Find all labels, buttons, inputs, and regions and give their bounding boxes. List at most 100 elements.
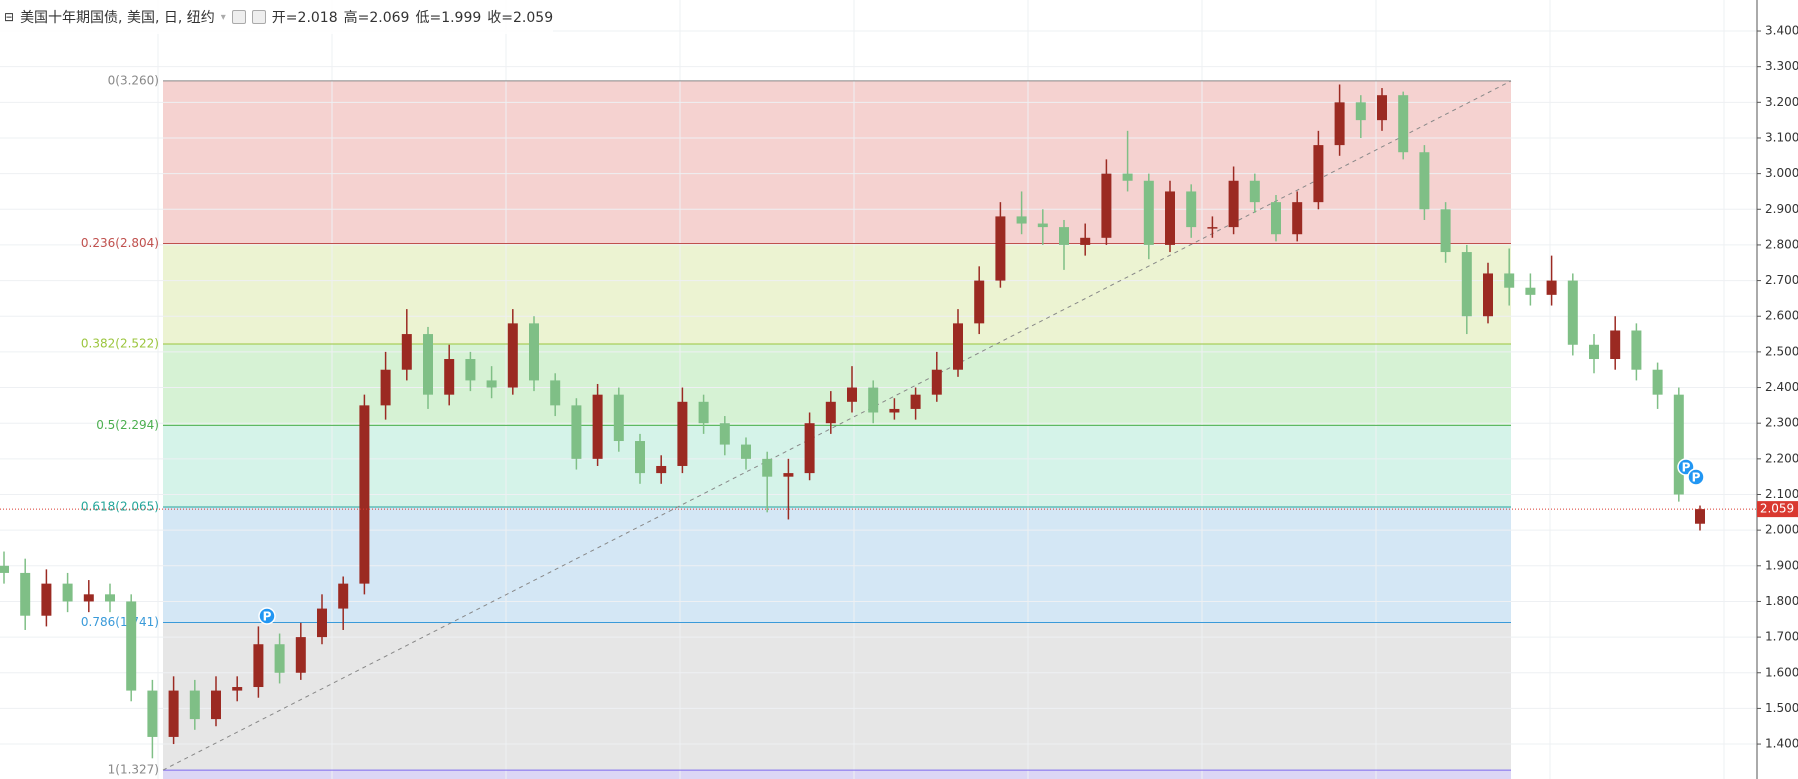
candle-body bbox=[20, 572, 31, 616]
y-tick-label: 2.400 bbox=[1765, 380, 1798, 394]
candle-body bbox=[295, 637, 306, 673]
candle-body bbox=[465, 359, 476, 381]
candle-body bbox=[1652, 369, 1663, 395]
value: 2.018 bbox=[297, 10, 338, 26]
fib-band bbox=[163, 770, 1511, 779]
candle-body bbox=[635, 441, 645, 474]
candle-body bbox=[1101, 173, 1112, 238]
candle-body bbox=[1249, 180, 1260, 203]
candle-body bbox=[126, 601, 137, 691]
label: 高= bbox=[343, 10, 370, 26]
candle-body bbox=[1546, 280, 1557, 295]
y-tick-label: 2.600 bbox=[1765, 309, 1798, 323]
candle-body bbox=[1673, 394, 1684, 495]
candle-body bbox=[274, 644, 285, 673]
y-tick-label: 2.000 bbox=[1765, 523, 1798, 537]
ohlc-low: 低=1.999 bbox=[415, 7, 481, 27]
candle-body bbox=[444, 359, 455, 395]
y-tick-label: 2.700 bbox=[1765, 273, 1798, 287]
candle-body bbox=[211, 690, 221, 720]
price-axis-bg bbox=[1757, 0, 1798, 779]
candle-body bbox=[1016, 216, 1027, 224]
value: 2.059 bbox=[513, 10, 554, 26]
candle-body bbox=[529, 323, 539, 381]
candle-body bbox=[380, 369, 391, 406]
marker-label: P bbox=[263, 610, 272, 624]
label: 低= bbox=[415, 10, 442, 26]
candle-body bbox=[317, 608, 327, 638]
y-tick-label: 2.200 bbox=[1765, 451, 1798, 465]
last-price-tag bbox=[1757, 501, 1798, 518]
candle-body bbox=[83, 594, 94, 602]
fib-level-label: 0(3.260) bbox=[108, 73, 159, 87]
candle-body bbox=[1355, 102, 1366, 121]
candle-body bbox=[847, 387, 857, 402]
candle-body bbox=[486, 380, 497, 388]
dropdown[interactable]: ▾ bbox=[220, 11, 226, 23]
fib-level-label: 0.236(2.804) bbox=[81, 236, 159, 250]
candle-body bbox=[1440, 209, 1451, 253]
candle-body bbox=[656, 465, 667, 474]
symbol[interactable]: 美国十年期国债, 美国, 日, 纽约 bbox=[20, 10, 215, 26]
candle-body bbox=[741, 444, 751, 459]
candle-body bbox=[1419, 152, 1430, 210]
candle-body bbox=[1228, 180, 1239, 228]
candle-body bbox=[995, 216, 1006, 281]
fib-level-label: 0.5(2.294) bbox=[96, 418, 159, 432]
candle-body bbox=[1207, 227, 1218, 229]
marker-label: P bbox=[1692, 471, 1701, 485]
y-tick-label: 3.300 bbox=[1765, 59, 1798, 73]
y-tick-label: 3.400 bbox=[1765, 24, 1798, 38]
candle-body bbox=[931, 369, 942, 395]
candle-body bbox=[1059, 227, 1069, 245]
y-tick-label: 3.000 bbox=[1765, 166, 1798, 180]
candle-body bbox=[613, 394, 624, 442]
fib-band bbox=[163, 80, 1511, 244]
candle-body bbox=[1504, 273, 1515, 288]
collapse-icon[interactable]: ⊟ bbox=[4, 10, 15, 24]
candle-body bbox=[762, 458, 773, 477]
candle-body bbox=[1631, 330, 1642, 370]
y-tick-label: 2.100 bbox=[1765, 487, 1798, 501]
candle-body bbox=[338, 583, 349, 609]
candle-body bbox=[1377, 95, 1387, 121]
header: ⊟ 美国十年期国债, 美国, 日, 纽约 ▾ 开=2.018 高=2.069 低… bbox=[0, 0, 554, 34]
candle-body bbox=[1610, 330, 1621, 360]
candle-body bbox=[41, 583, 52, 616]
candle-body bbox=[889, 408, 900, 413]
fib-band bbox=[163, 506, 1511, 623]
y-tick-label: 2.900 bbox=[1765, 202, 1798, 216]
candle-body bbox=[783, 473, 794, 477]
label: 开= bbox=[271, 10, 298, 26]
y-tick-label: 3.100 bbox=[1765, 130, 1798, 144]
y-tick-label: 1.900 bbox=[1765, 558, 1798, 572]
fib-level-label: 0.786(1.741) bbox=[81, 615, 159, 629]
candle-body bbox=[507, 323, 518, 388]
candle-body bbox=[401, 334, 412, 370]
candle-body bbox=[1334, 102, 1345, 146]
fib-level-label: 0.618(2.065) bbox=[81, 499, 159, 513]
fib-level-label: 1(1.327) bbox=[108, 763, 159, 777]
candle-body bbox=[253, 644, 264, 688]
hide-icon[interactable] bbox=[251, 10, 266, 24]
y-tick-label: 1.800 bbox=[1765, 594, 1798, 608]
value: 2.069 bbox=[369, 10, 410, 26]
candle-body bbox=[1695, 509, 1705, 524]
settings-icon[interactable] bbox=[231, 10, 246, 24]
candle-body bbox=[825, 401, 836, 424]
ohlc-open: 开=2.018 bbox=[272, 7, 338, 27]
candle-body bbox=[1567, 280, 1578, 345]
candle-body bbox=[189, 690, 200, 720]
candle-body bbox=[1143, 180, 1154, 245]
candle-body bbox=[698, 401, 709, 424]
candle-body bbox=[1037, 223, 1048, 228]
y-tick-label: 1.500 bbox=[1765, 701, 1798, 715]
candle-body bbox=[1292, 202, 1303, 235]
marker-label: P bbox=[1682, 461, 1691, 475]
y-tick-label: 2.300 bbox=[1765, 416, 1798, 430]
candle-body bbox=[1589, 344, 1599, 360]
candle-body bbox=[1525, 287, 1536, 295]
fib-level-label: 0.382(2.522) bbox=[81, 337, 159, 351]
fib-band bbox=[163, 425, 1511, 507]
